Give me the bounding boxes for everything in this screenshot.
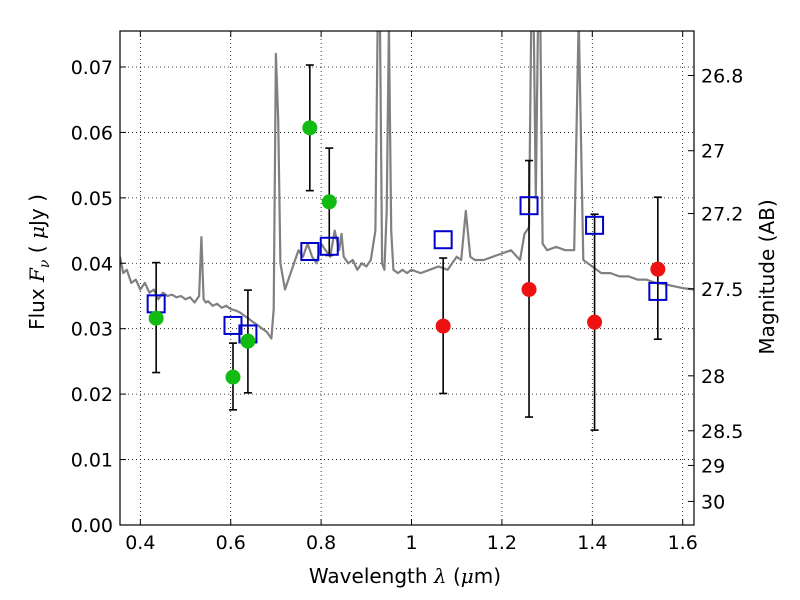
right-tick-label: 30 bbox=[701, 491, 725, 513]
right-tick-label: 27.2 bbox=[701, 204, 743, 226]
right-tick-label: 28.5 bbox=[701, 421, 743, 443]
data-point-circle bbox=[521, 281, 537, 297]
y-tick-label: 0.05 bbox=[71, 188, 113, 210]
y-tick-label: 0.06 bbox=[71, 122, 113, 144]
x-tick-label: 1.4 bbox=[577, 532, 607, 554]
spectrum-line bbox=[120, 31, 694, 340]
y-tick-label: 0.00 bbox=[71, 515, 113, 537]
y-tick-label: 0.07 bbox=[71, 57, 113, 79]
model-square-marker bbox=[319, 236, 339, 256]
y-axis-label-left: Flux Fν ( μJy ) bbox=[25, 194, 53, 330]
right-tick-label: 28 bbox=[701, 366, 725, 388]
y-axis-label-right: Magnitude (AB) bbox=[755, 199, 779, 354]
data-point-circle bbox=[321, 194, 337, 210]
x-tick-label: 0.4 bbox=[125, 532, 155, 554]
grid bbox=[120, 31, 694, 526]
x-tick-label: 1.2 bbox=[487, 532, 517, 554]
spectrum-series bbox=[120, 31, 694, 340]
plot-frame bbox=[119, 30, 695, 526]
data-point-circle bbox=[148, 310, 164, 326]
model-square-marker bbox=[519, 196, 539, 216]
x-tick-label: 0.8 bbox=[306, 532, 336, 554]
right-tick-label: 29 bbox=[701, 455, 725, 477]
model-square-marker bbox=[433, 230, 453, 250]
ticks: 0.4 0.6 0.8 1 1.2 1.4 1.6 0.00 0.01 0.02 0.03 0.04 0… bbox=[71, 31, 743, 554]
y-tick-label: 0.02 bbox=[71, 384, 113, 406]
data-point-circle bbox=[302, 120, 318, 136]
data-point-circle bbox=[240, 333, 256, 349]
model-square-marker bbox=[648, 281, 668, 301]
x-tick-label: 1 bbox=[405, 532, 417, 554]
data-point-circle bbox=[587, 314, 603, 330]
right-tick-label: 26.8 bbox=[701, 65, 743, 87]
right-tick-label: 27 bbox=[701, 141, 725, 163]
right-tick-label: 27.5 bbox=[701, 279, 743, 301]
data-point-circle bbox=[435, 318, 451, 334]
model-square-marker bbox=[300, 242, 320, 262]
y-tick-label: 0.04 bbox=[71, 253, 113, 275]
x-tick-label: 0.6 bbox=[216, 532, 246, 554]
x-tick-label: 1.6 bbox=[668, 532, 698, 554]
model-square-marker bbox=[585, 215, 605, 235]
y-tick-label: 0.03 bbox=[71, 319, 113, 341]
y-tick-label: 0.01 bbox=[71, 450, 113, 472]
markers bbox=[146, 120, 668, 385]
data-point-circle bbox=[225, 369, 241, 385]
x-axis-label: Wavelength λ (μm) bbox=[309, 564, 501, 588]
data-point-circle bbox=[650, 261, 666, 277]
